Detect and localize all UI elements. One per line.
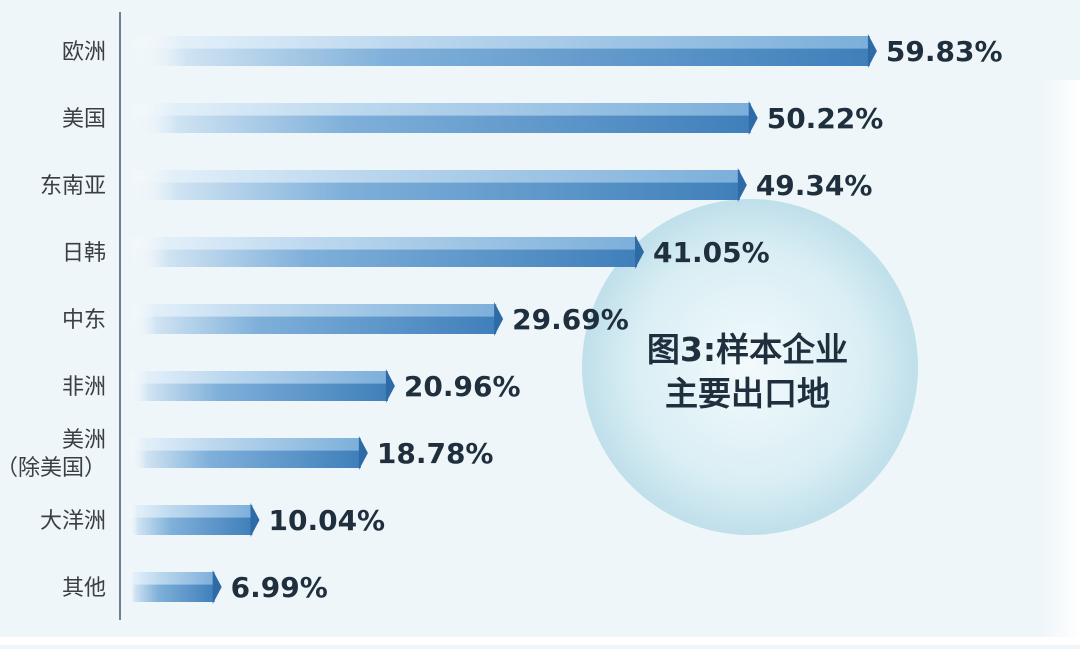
category-label: （除美国） [0,456,106,481]
bar-highlight [128,103,751,116]
bar-6 [128,436,368,470]
chart-title: 图3:样本企业 主要出口地 [615,328,880,416]
bottom-strip [0,637,1080,645]
value-label: 18.78% [377,437,494,470]
bar-tip [737,168,747,202]
value-label: 49.34% [756,169,873,202]
bar-tip [358,436,368,470]
bar-4 [128,302,504,336]
category-label: 中东 [62,308,106,333]
bar-highlight [128,371,388,384]
bar-tip [494,302,504,336]
bar-highlight [128,36,870,49]
bar-1 [128,101,758,135]
bar-7 [128,503,260,537]
bar-tip [635,235,645,269]
category-label: 大洋洲 [40,509,106,534]
bar-tip [250,503,260,537]
category-label: 日韩 [62,241,106,266]
category-label: 非洲 [62,375,106,400]
value-label: 59.83% [886,35,1003,68]
value-label: 41.05% [653,236,770,269]
bar-3 [128,235,645,269]
value-label: 20.96% [404,370,521,403]
value-label: 29.69% [512,303,629,336]
bar-highlight [128,170,740,183]
value-label: 10.04% [268,504,385,537]
bar-8 [128,570,222,604]
category-label: 其他 [62,576,106,601]
title-backdrop-circle [582,199,918,535]
bar-highlight [128,505,253,518]
category-label: 美洲 [62,428,106,453]
bar-highlight [128,237,638,250]
chart-title-line-1: 图3:样本企业 [646,330,849,369]
chart-title-line-2: 主要出口地 [665,374,830,413]
bar-tip [212,570,222,604]
bar-tip [748,101,758,135]
bar-5 [128,369,395,403]
value-label: 6.99% [231,571,328,604]
category-label: 美国 [62,107,106,132]
bar-0 [128,34,877,68]
bar-highlight [128,572,215,585]
bar-tip [867,34,877,68]
category-label: 东南亚 [40,174,106,199]
bar-highlight [128,304,497,317]
value-label: 50.22% [767,102,884,135]
bar-highlight [128,438,361,451]
right-edge-glow [1040,80,1080,640]
bar-tip [385,369,395,403]
category-label: 欧洲 [62,40,106,65]
bar-2 [128,168,747,202]
